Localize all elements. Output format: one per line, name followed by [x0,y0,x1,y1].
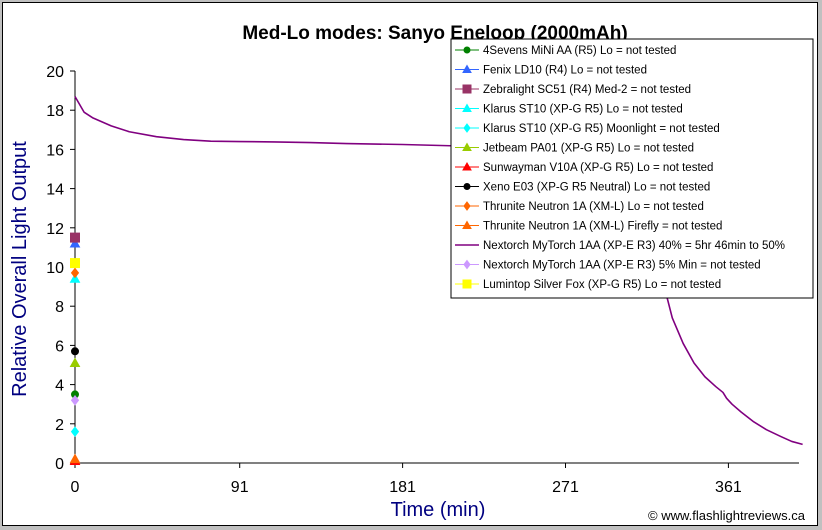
x-tick-label: 91 [231,479,249,496]
x-tick-label: 181 [389,479,416,496]
legend-marker [462,220,472,229]
x-tick-label: 271 [552,479,579,496]
data-point-9 [69,453,81,464]
legend-entry: Lumintop Silver Fox (XP-G R5) Lo = not t… [483,279,721,291]
legend-marker [463,201,471,211]
legend-entry: Nextorch MyTorch 1AA (XP-E R3) 5% Min = … [483,260,761,272]
x-axis-label: Time (min) [391,499,486,521]
legend-entry: Xeno E03 (XP-G R5 Neutral) Lo = not test… [483,182,710,194]
legend-entry: Klarus ST10 (XP-G R5) Lo = not tested [483,104,683,116]
legend-marker [463,259,471,270]
legend: 4Sevens MiNi AA (R5) Lo = not tested Feni… [450,38,814,299]
x-axis-ticks: 0 91 181 271 361 [71,463,742,496]
legend-marker [462,103,472,112]
legend-marker [463,183,471,190]
legend-marker [463,123,471,133]
credit-text: © www.flashlightreviews.ca [648,508,806,523]
data-point-12 [70,258,80,269]
legend-entry: Nextorch MyTorch 1AA (XP-E R3) 40% = 5hr… [483,240,785,252]
data-point-7 [71,347,79,356]
data-point-2 [70,232,80,243]
y-tick-label: 6 [55,338,64,355]
y-tick-label: 18 [46,103,64,120]
legend-entry: Sunwayman V10A (XP-G R5) Lo = not tested [483,162,713,174]
y-axis-ticks: 0 2 4 6 8 10 12 14 16 18 20 [46,64,75,473]
y-tick-label: 20 [46,64,64,81]
legend-marker [462,279,472,289]
data-point-11 [70,394,80,406]
legend-entry: Zebralight SC51 (R4) Med-2 = not tested [483,84,691,96]
legend-marker [462,84,472,94]
data-point-3 [69,273,81,283]
data-point-8 [70,267,80,279]
legend-entry: 4Sevens MiNi AA (R5) Lo = not tested [483,45,676,57]
x-tick-label: 0 [71,479,80,496]
y-tick-label: 12 [46,221,64,238]
y-tick-label: 14 [46,182,64,199]
legend-entry: Fenix LD10 (R4) Lo = not tested [483,65,647,77]
y-tick-label: 8 [55,299,64,316]
data-point-5 [69,357,81,368]
x-tick-label: 361 [715,479,742,496]
legend-entry: Klarus ST10 (XP-G R5) Moonlight = not te… [483,123,720,135]
legend-box [450,38,814,299]
y-tick-label: 4 [55,378,64,395]
legend-entry: Thrunite Neutron 1A (XM-L) Firefly = not… [483,221,722,233]
y-axis-label: Relative Overall Light Output [9,141,31,397]
legend-marker [463,46,471,54]
legend-marker [462,142,472,151]
legend-entry: Jetbeam PA01 (XP-G R5) Lo = not tested [483,143,694,155]
y-tick-label: 2 [55,417,64,434]
data-point-1 [69,237,81,248]
legend-marker [462,161,472,171]
y-tick-label: 10 [46,260,64,277]
y-tick-label: 0 [55,456,64,473]
legend-marker [462,64,472,73]
data-point-4 [70,426,80,437]
y-tick-label: 16 [46,142,64,159]
legend-entry: Thrunite Neutron 1A (XM-L) Lo = not test… [483,201,704,213]
